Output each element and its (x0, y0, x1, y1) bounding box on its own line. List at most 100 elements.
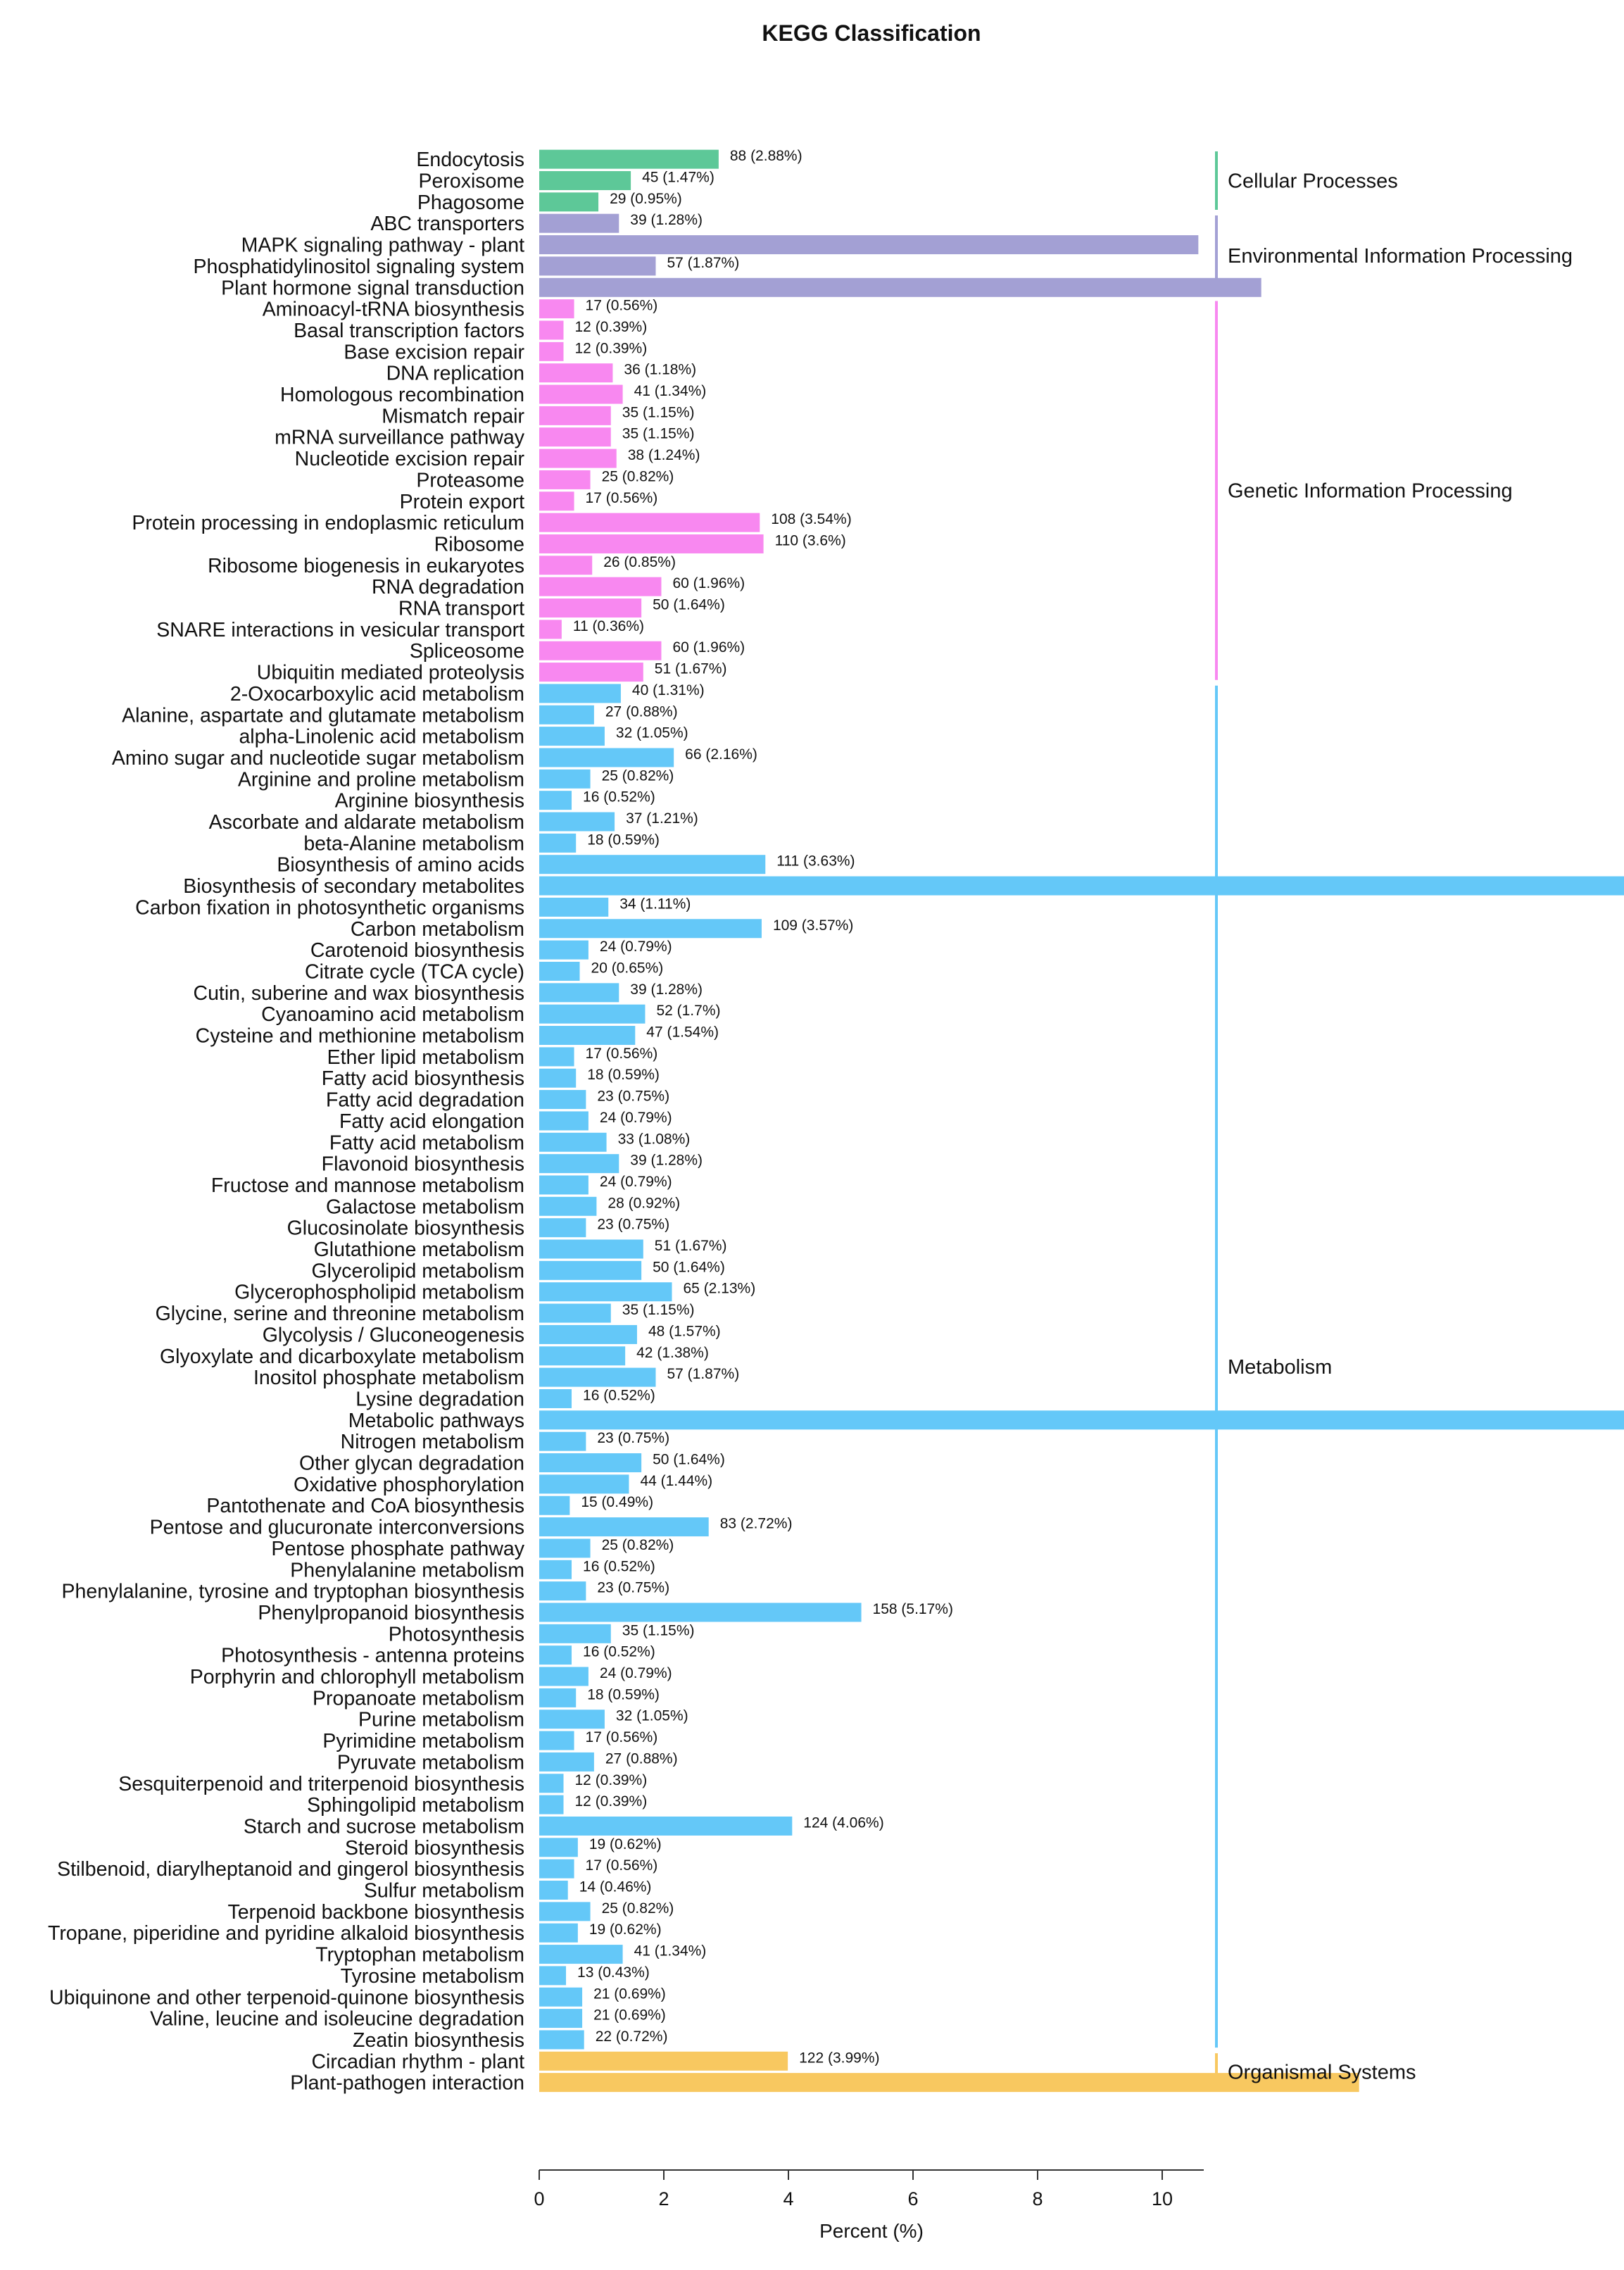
bar (539, 1453, 642, 1473)
data-label: 50 (1.64%) (653, 597, 725, 613)
data-label: 110 (3.6%) (775, 532, 846, 548)
category-label: Phenylalanine metabolism (290, 1559, 524, 1581)
data-label: 50 (1.64%) (653, 1259, 725, 1275)
bar (539, 1175, 588, 1195)
data-label: 18 (0.59%) (587, 832, 660, 848)
bar (539, 513, 760, 532)
category-label: Sphingolipid metabolism (307, 1794, 524, 1817)
category-label: Glycolysis / Gluconeogenesis (263, 1324, 524, 1346)
data-label: 109 (3.57%) (773, 917, 853, 934)
category-label: Terpenoid backbone biosynthesis (228, 1901, 524, 1924)
category-label: Citrate cycle (TCA cycle) (305, 960, 524, 983)
data-label: 41 (1.34%) (634, 383, 707, 399)
x-tick-label: 4 (783, 2188, 793, 2209)
category-label: Sulfur metabolism (364, 1880, 524, 1902)
bar (539, 1667, 588, 1686)
bar (539, 1388, 572, 1408)
bar (539, 277, 1261, 297)
group-label: Genetic Information Processing (1228, 480, 1513, 503)
bar (539, 1688, 577, 1707)
bar (539, 1859, 574, 1879)
data-label: 35 (1.15%) (622, 426, 695, 442)
category-label: Peroxisome (419, 170, 524, 193)
category-label: Ubiquitin mediated proteolysis (257, 662, 524, 684)
data-label: 17 (0.56%) (586, 490, 658, 506)
bar (539, 1645, 572, 1665)
bar (539, 897, 609, 917)
x-axis-label: Percent (%) (819, 2220, 924, 2242)
bar (539, 1303, 611, 1323)
category-label: Proteasome (416, 469, 524, 491)
bar (539, 1324, 637, 1344)
category-label: Inositol phosphate metabolism (253, 1367, 524, 1389)
bar (539, 256, 656, 276)
bar (539, 663, 643, 682)
bar (539, 149, 719, 169)
bar (539, 1239, 643, 1259)
data-label: 21 (0.69%) (593, 1986, 666, 2002)
data-label: 18 (0.59%) (587, 1067, 660, 1083)
category-label: Cysteine and methionine metabolism (196, 1025, 524, 1048)
bar (539, 1068, 577, 1088)
category-label: Arginine and proline metabolism (238, 768, 524, 791)
bar (539, 1902, 591, 1921)
data-label: 25 (0.82%) (602, 1900, 674, 1917)
x-tick-label: 2 (658, 2188, 669, 2209)
bar (539, 577, 662, 596)
category-label: Ribosome (434, 533, 524, 556)
data-label: 26 (0.85%) (603, 554, 676, 570)
category-label: Pyrimidine metabolism (322, 1730, 524, 1752)
data-label: 52 (1.7%) (656, 1003, 720, 1019)
category-label: DNA replication (386, 363, 524, 385)
bar (539, 363, 613, 383)
category-label: Carbon metabolism (351, 918, 524, 941)
bar (539, 727, 605, 746)
data-label: 24 (0.79%) (600, 1174, 672, 1190)
category-label: Glutathione metabolism (314, 1239, 524, 1261)
category-label: Flavonoid biosynthesis (322, 1153, 524, 1176)
bar (539, 1517, 709, 1537)
bar (539, 1260, 642, 1280)
bar (539, 449, 617, 468)
data-label: 32 (1.05%) (616, 725, 688, 741)
data-label: 17 (0.56%) (586, 1857, 658, 1874)
bar (539, 1945, 623, 1964)
data-label: 11 (0.36%) (573, 618, 644, 634)
category-label: alpha-Linolenic acid metabolism (239, 726, 524, 748)
bar (539, 1218, 586, 1238)
category-label: Biosynthesis of amino acids (277, 854, 524, 877)
category-label: Cyanoamino acid metabolism (261, 1003, 524, 1026)
bar (539, 406, 611, 425)
data-label: 83 (2.72%) (720, 1516, 793, 1532)
bar (539, 1538, 591, 1558)
data-label: 42 (1.38%) (636, 1345, 709, 1361)
data-label: 35 (1.15%) (622, 404, 695, 420)
category-label: Arginine biosynthesis (335, 790, 524, 813)
category-label: Ascorbate and aldarate metabolism (209, 811, 524, 834)
category-label: Alanine, aspartate and glutamate metabol… (122, 704, 524, 727)
bar (539, 1923, 578, 1943)
data-label: 47 (1.54%) (646, 1024, 719, 1041)
category-label: Phenylalanine, tyrosine and tryptophan b… (61, 1581, 524, 1603)
bar (539, 1132, 607, 1152)
data-label: 12 (0.39%) (575, 319, 648, 335)
bar (539, 940, 588, 960)
data-label: 19 (0.62%) (589, 1921, 662, 1938)
bar (539, 320, 564, 340)
bar (539, 1367, 656, 1387)
category-label: 2-Oxocarboxylic acid metabolism (230, 683, 524, 706)
bar (539, 2051, 788, 2071)
data-label: 158 (5.17%) (873, 1601, 953, 1617)
data-label: 16 (0.52%) (583, 789, 655, 805)
category-label: Photosynthesis (389, 1623, 524, 1645)
data-label: 28 (0.92%) (608, 1195, 680, 1211)
category-label: Pentose and glucuronate interconversions (150, 1517, 524, 1539)
bar (539, 598, 642, 618)
data-label: 34 (1.11%) (619, 896, 691, 912)
data-label: 32 (1.05%) (616, 1708, 688, 1724)
bar (539, 2030, 584, 2050)
category-label: Glucosinolate biosynthesis (287, 1217, 524, 1240)
data-label: 15 (0.49%) (581, 1494, 653, 1510)
data-label: 38 (1.24%) (628, 447, 700, 463)
bar (539, 1774, 564, 1793)
